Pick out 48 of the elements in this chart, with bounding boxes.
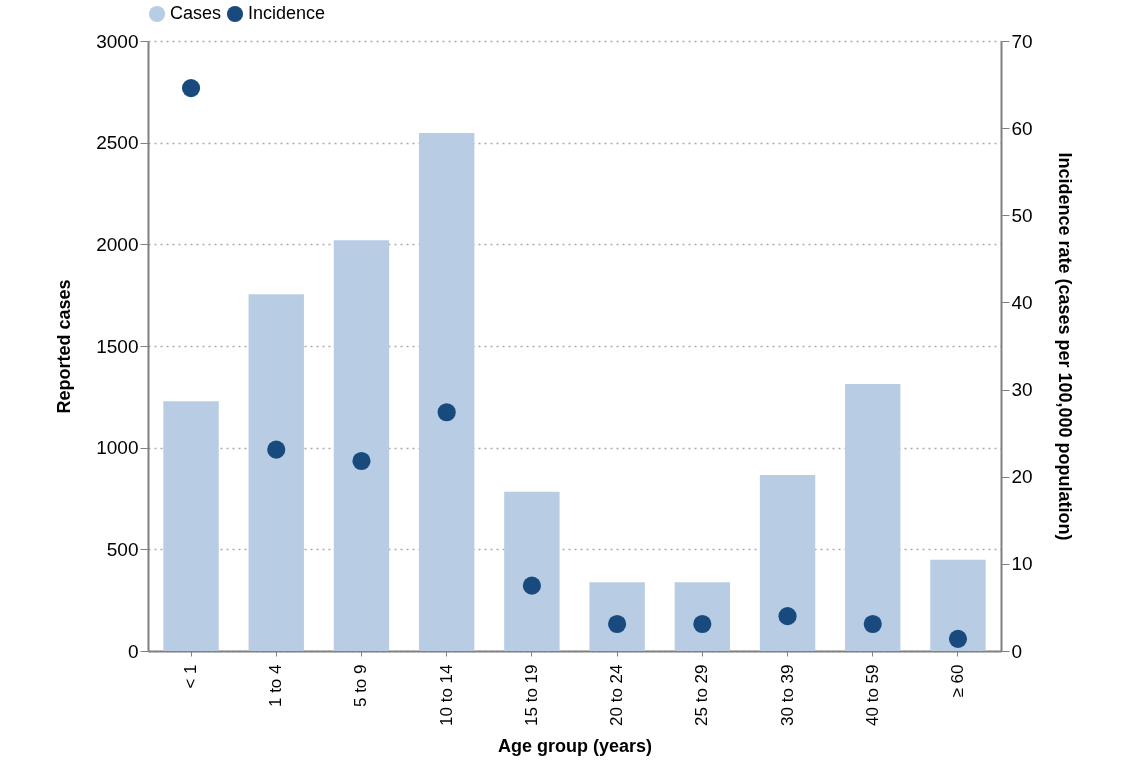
y2-tick-label: 50 [1011, 204, 1033, 226]
x-tick-label: 20 to 24 [607, 664, 627, 726]
y-tick-label: 3000 [96, 30, 139, 52]
y-tick-label: 0 [127, 640, 139, 662]
y-tick-label: 2000 [96, 233, 139, 255]
y2-tick-label: 70 [1011, 30, 1033, 52]
point [437, 403, 456, 422]
x-tick-label: 1 to 4 [266, 664, 286, 708]
bar [504, 491, 560, 651]
x-tick-label: 5 to 9 [351, 664, 371, 708]
x-tick-label: 10 to 14 [436, 664, 456, 726]
x-tick-label: ≥ 60 [947, 664, 967, 698]
x-tick-label: 15 to 19 [521, 664, 541, 726]
point [522, 576, 541, 595]
y2-axis-title: Incidence rate (cases per 100,000 population) [1054, 152, 1075, 541]
bar [589, 582, 645, 651]
y-tick-label: 1500 [96, 335, 139, 357]
x-tick-label: 40 to 59 [862, 664, 882, 726]
y2-tick-label: 10 [1011, 553, 1033, 575]
legend-label: Incidence [248, 3, 326, 23]
point [267, 440, 286, 459]
y-tick-label: 2500 [96, 132, 139, 154]
point [863, 614, 882, 634]
legend-label: Cases [170, 3, 222, 23]
bar [759, 474, 816, 651]
bar [333, 240, 390, 651]
point [778, 607, 797, 626]
bar [930, 559, 986, 651]
y2-tick-label: 30 [1011, 379, 1033, 401]
bar [674, 582, 731, 651]
y-tick-label: 1000 [96, 437, 139, 459]
x-axis-title: Age group (years) [497, 735, 653, 756]
x-tick-label: 30 to 39 [777, 664, 797, 726]
y2-tick-label: 20 [1011, 466, 1033, 488]
bar [418, 133, 475, 651]
y2-tick-label: 40 [1011, 291, 1033, 313]
y2-tick-label: 60 [1011, 117, 1033, 139]
point [948, 629, 968, 648]
y-tick-label: 500 [106, 538, 139, 560]
x-tick-label: < 1 [181, 664, 201, 689]
bar [248, 294, 304, 651]
point [352, 451, 371, 471]
point [181, 78, 201, 98]
y2-tick-label: 0 [1011, 640, 1023, 662]
bar [845, 384, 901, 651]
y-axis-title: Reported cases [54, 279, 75, 414]
bar [163, 401, 219, 651]
x-tick-label: 25 to 29 [692, 664, 712, 726]
